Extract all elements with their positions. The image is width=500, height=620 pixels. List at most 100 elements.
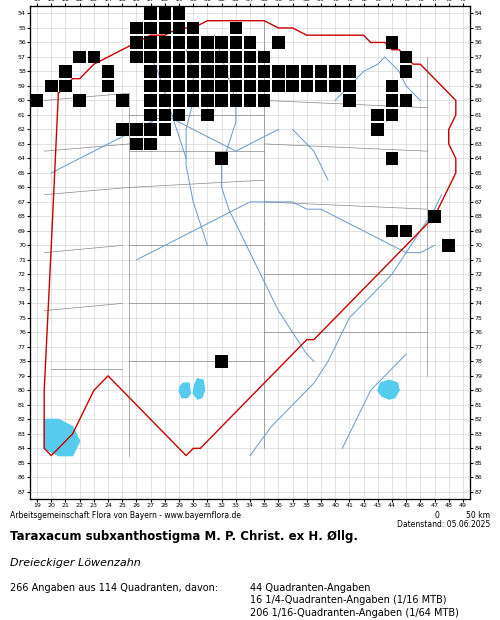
Bar: [329, 65, 342, 78]
Bar: [400, 51, 412, 63]
Bar: [230, 79, 242, 92]
Bar: [187, 36, 200, 49]
Bar: [173, 51, 186, 63]
Bar: [372, 108, 384, 122]
Bar: [244, 65, 256, 78]
Bar: [173, 65, 186, 78]
Text: Taraxacum subxanthostigma M. P. Christ. ex H. Øllg.: Taraxacum subxanthostigma M. P. Christ. …: [10, 530, 358, 543]
Bar: [173, 7, 186, 20]
Bar: [144, 138, 157, 150]
Bar: [314, 65, 327, 78]
Bar: [258, 79, 270, 92]
Bar: [343, 79, 355, 92]
Bar: [158, 36, 171, 49]
Bar: [272, 36, 284, 49]
Bar: [286, 79, 299, 92]
Polygon shape: [193, 379, 204, 399]
Bar: [144, 108, 157, 122]
Bar: [59, 79, 72, 92]
Bar: [201, 108, 213, 122]
Bar: [173, 79, 186, 92]
Bar: [216, 36, 228, 49]
Text: 206 1/16-Quadranten-Angaben (1/64 MTB): 206 1/16-Quadranten-Angaben (1/64 MTB): [250, 608, 459, 618]
Bar: [144, 51, 157, 63]
Bar: [173, 94, 186, 107]
Bar: [201, 51, 213, 63]
Bar: [386, 152, 398, 165]
Bar: [386, 36, 398, 49]
Bar: [201, 65, 213, 78]
Bar: [300, 65, 313, 78]
Text: Arbeitsgemeinschaft Flora von Bayern - www.bayernflora.de: Arbeitsgemeinschaft Flora von Bayern - w…: [10, 512, 241, 521]
Bar: [201, 79, 213, 92]
Bar: [216, 65, 228, 78]
Bar: [144, 79, 157, 92]
Bar: [187, 94, 200, 107]
Polygon shape: [378, 380, 399, 399]
Bar: [130, 138, 142, 150]
Bar: [343, 65, 355, 78]
Bar: [130, 51, 142, 63]
Bar: [130, 22, 142, 34]
Bar: [386, 224, 398, 237]
Polygon shape: [44, 419, 80, 456]
Bar: [244, 36, 256, 49]
Bar: [216, 79, 228, 92]
Bar: [201, 94, 213, 107]
Bar: [329, 79, 342, 92]
Bar: [158, 108, 171, 122]
Bar: [386, 94, 398, 107]
Bar: [130, 123, 142, 136]
Bar: [201, 36, 213, 49]
Bar: [314, 79, 327, 92]
Bar: [442, 239, 455, 252]
Bar: [272, 65, 284, 78]
Bar: [31, 94, 44, 107]
Bar: [173, 36, 186, 49]
Bar: [258, 65, 270, 78]
Bar: [88, 51, 100, 63]
Bar: [158, 123, 171, 136]
Bar: [45, 79, 58, 92]
Bar: [187, 79, 200, 92]
Bar: [187, 51, 200, 63]
Bar: [158, 22, 171, 34]
Bar: [116, 123, 128, 136]
Bar: [230, 22, 242, 34]
Bar: [158, 94, 171, 107]
Text: Dreieckiger Löwenzahn: Dreieckiger Löwenzahn: [10, 558, 141, 568]
Bar: [216, 355, 228, 368]
Bar: [144, 22, 157, 34]
Bar: [428, 210, 441, 223]
Text: 44 Quadranten-Angaben: 44 Quadranten-Angaben: [250, 583, 370, 593]
Bar: [244, 79, 256, 92]
Bar: [144, 65, 157, 78]
Bar: [300, 79, 313, 92]
Bar: [386, 79, 398, 92]
Bar: [244, 51, 256, 63]
Bar: [216, 152, 228, 165]
Bar: [74, 94, 86, 107]
Text: 16 1/4-Quadranten-Angaben (1/16 MTB): 16 1/4-Quadranten-Angaben (1/16 MTB): [250, 595, 446, 605]
Polygon shape: [179, 383, 190, 397]
Bar: [400, 224, 412, 237]
Bar: [372, 123, 384, 136]
Bar: [144, 7, 157, 20]
Bar: [158, 51, 171, 63]
Bar: [230, 65, 242, 78]
Bar: [116, 94, 128, 107]
Bar: [272, 79, 284, 92]
Bar: [187, 22, 200, 34]
Bar: [216, 94, 228, 107]
Bar: [144, 123, 157, 136]
Bar: [216, 51, 228, 63]
Bar: [343, 94, 355, 107]
Bar: [173, 108, 186, 122]
Bar: [187, 65, 200, 78]
Bar: [158, 65, 171, 78]
Bar: [144, 36, 157, 49]
Bar: [400, 65, 412, 78]
Bar: [144, 94, 157, 107]
Bar: [59, 65, 72, 78]
Bar: [400, 94, 412, 107]
